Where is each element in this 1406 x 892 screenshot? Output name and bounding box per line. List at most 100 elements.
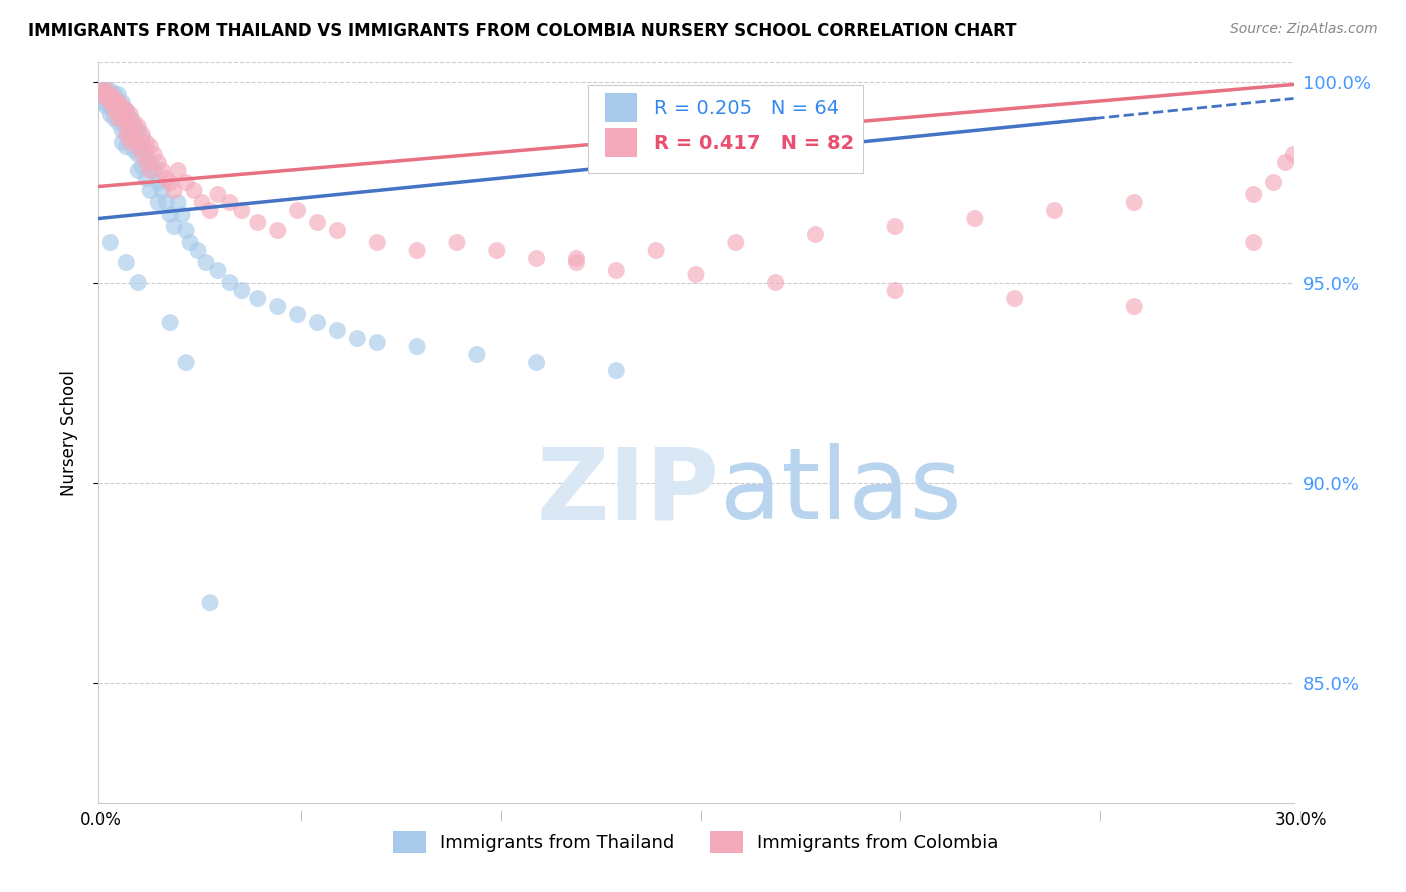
Point bbox=[884, 219, 907, 234]
Point bbox=[103, 87, 125, 102]
Point bbox=[98, 235, 122, 250]
Point bbox=[219, 276, 242, 290]
Point bbox=[96, 99, 118, 113]
Point bbox=[159, 316, 181, 330]
Point bbox=[120, 123, 142, 137]
Point bbox=[167, 195, 190, 210]
Text: |: | bbox=[299, 811, 302, 822]
Point bbox=[183, 184, 205, 198]
Point bbox=[111, 95, 134, 110]
Point bbox=[198, 203, 221, 218]
Point bbox=[267, 300, 290, 314]
Point bbox=[143, 163, 166, 178]
Point bbox=[115, 120, 138, 134]
Point bbox=[91, 87, 114, 102]
Point bbox=[1343, 136, 1365, 150]
Point bbox=[565, 252, 588, 266]
Point bbox=[115, 255, 138, 269]
Y-axis label: Nursery School: Nursery School bbox=[59, 369, 77, 496]
Point bbox=[96, 87, 118, 102]
Point bbox=[96, 83, 118, 97]
Point bbox=[287, 203, 309, 218]
Text: |: | bbox=[1299, 811, 1302, 822]
Point bbox=[139, 163, 162, 178]
Point bbox=[115, 128, 138, 142]
Point bbox=[724, 235, 747, 250]
Legend: Immigrants from Thailand, Immigrants from Colombia: Immigrants from Thailand, Immigrants fro… bbox=[385, 824, 1007, 861]
Point bbox=[174, 223, 197, 237]
Point bbox=[1393, 123, 1406, 137]
Point bbox=[124, 144, 146, 158]
Point bbox=[103, 95, 125, 110]
Point bbox=[150, 163, 173, 178]
Point bbox=[96, 91, 118, 105]
Point bbox=[139, 139, 162, 153]
Point bbox=[107, 99, 129, 113]
Point bbox=[645, 244, 668, 258]
Point bbox=[115, 115, 138, 129]
Point bbox=[96, 91, 118, 105]
Point bbox=[127, 139, 149, 153]
Point bbox=[1243, 235, 1265, 250]
Point bbox=[135, 155, 157, 169]
Point bbox=[685, 268, 707, 282]
Point bbox=[120, 131, 142, 145]
Point bbox=[107, 95, 129, 110]
Point bbox=[127, 276, 149, 290]
Point bbox=[163, 184, 186, 198]
Point bbox=[765, 276, 787, 290]
Point bbox=[172, 207, 194, 221]
Point bbox=[231, 203, 253, 218]
Point bbox=[1322, 139, 1344, 153]
Point bbox=[127, 123, 149, 137]
Point bbox=[98, 95, 122, 110]
Point bbox=[107, 112, 129, 126]
Point bbox=[103, 99, 125, 113]
Point bbox=[98, 91, 122, 105]
Point bbox=[103, 103, 125, 118]
Point bbox=[139, 155, 162, 169]
Point bbox=[91, 83, 114, 97]
Point bbox=[131, 131, 153, 145]
Point bbox=[485, 244, 508, 258]
Point bbox=[1123, 300, 1146, 314]
Point bbox=[167, 163, 190, 178]
Point bbox=[195, 255, 218, 269]
Point bbox=[111, 107, 134, 121]
FancyBboxPatch shape bbox=[605, 128, 637, 157]
Point bbox=[91, 95, 114, 110]
Point bbox=[163, 219, 186, 234]
Point bbox=[98, 99, 122, 113]
Point bbox=[131, 128, 153, 142]
Text: |: | bbox=[100, 811, 103, 822]
Point bbox=[120, 112, 142, 126]
Point bbox=[150, 184, 173, 198]
Point bbox=[148, 195, 170, 210]
Point bbox=[1302, 144, 1324, 158]
Point bbox=[174, 176, 197, 190]
Point bbox=[307, 215, 329, 229]
Point bbox=[111, 136, 134, 150]
Point bbox=[124, 115, 146, 129]
Point bbox=[565, 255, 588, 269]
Point bbox=[103, 112, 125, 126]
Point bbox=[1123, 195, 1146, 210]
Point bbox=[207, 187, 229, 202]
Point bbox=[107, 87, 129, 102]
Point bbox=[103, 91, 125, 105]
Point bbox=[346, 332, 368, 346]
Point bbox=[135, 136, 157, 150]
Point bbox=[187, 244, 209, 258]
Point bbox=[131, 147, 153, 161]
Point bbox=[179, 235, 201, 250]
Point bbox=[246, 215, 269, 229]
Text: 0.0%: 0.0% bbox=[80, 811, 122, 829]
Text: R = 0.205   N = 64: R = 0.205 N = 64 bbox=[654, 99, 839, 118]
Point bbox=[1274, 155, 1296, 169]
Point bbox=[198, 596, 221, 610]
Point bbox=[155, 171, 177, 186]
Point bbox=[115, 103, 138, 118]
Point bbox=[143, 147, 166, 161]
Point bbox=[1043, 203, 1066, 218]
Point bbox=[98, 87, 122, 102]
